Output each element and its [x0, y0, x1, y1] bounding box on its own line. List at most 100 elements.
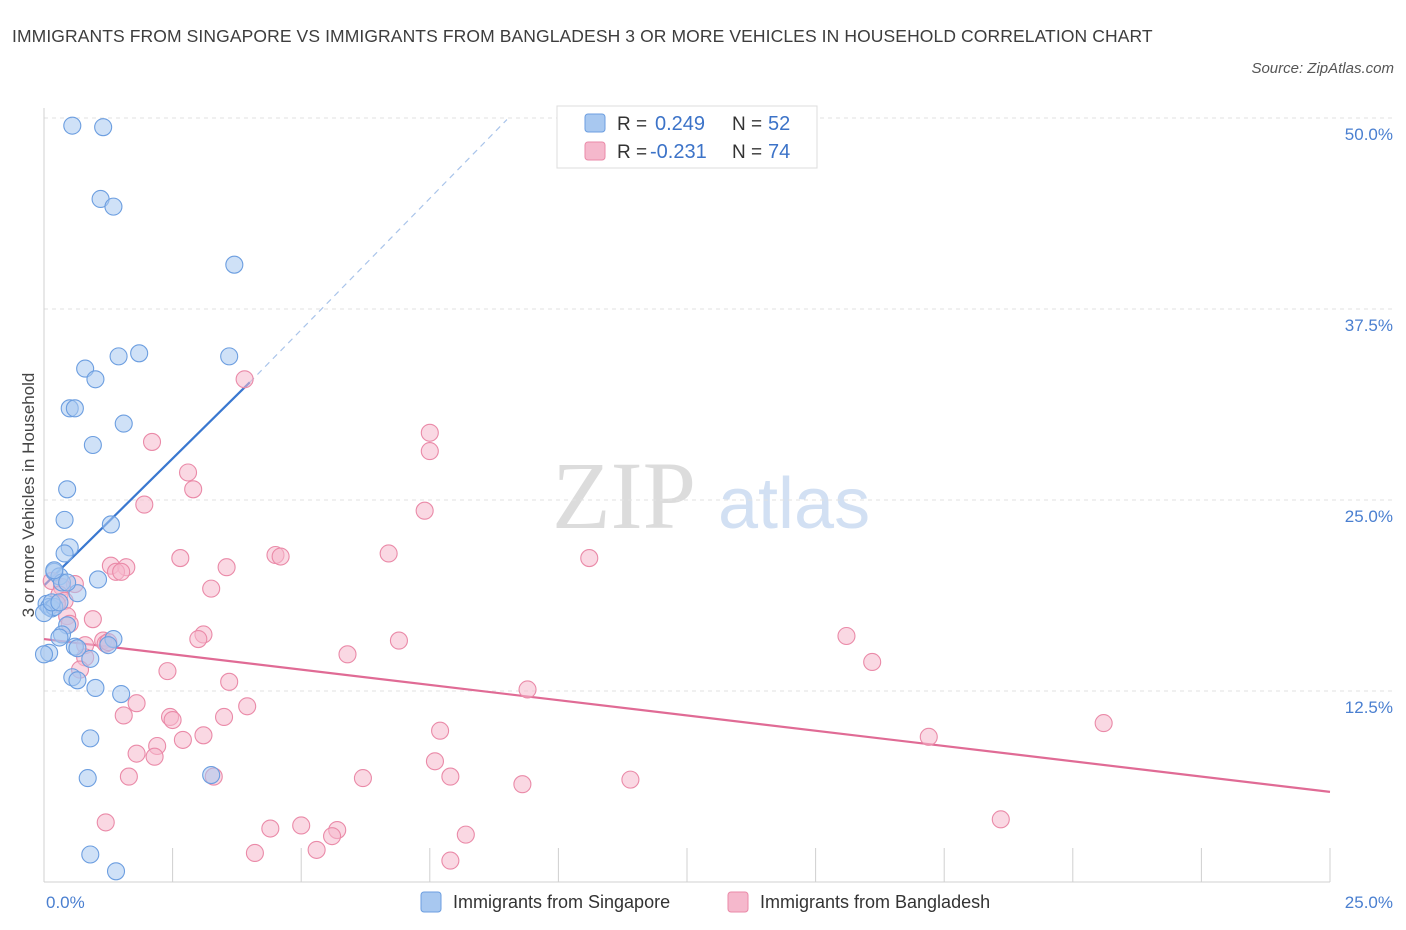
legend-n-label-2: N = [732, 142, 762, 163]
point-singapore-5 [109, 347, 128, 366]
point-bangladesh-41 [220, 672, 239, 691]
point-bangladesh-29 [189, 629, 208, 649]
point-singapore-49 [58, 573, 77, 592]
point-bangladesh-17 [112, 562, 131, 581]
point-bangladesh-72 [245, 843, 264, 863]
legend-r-value-1: 0.249 [655, 113, 705, 135]
point-bangladesh-55 [919, 727, 938, 746]
point-bangladesh-7 [415, 501, 434, 520]
y-tick-label-0: 12.5% [1345, 698, 1393, 717]
point-bangladesh-3 [420, 423, 439, 442]
point-bangladesh-15 [217, 558, 236, 577]
point-bangladesh-56 [1094, 714, 1113, 733]
point-singapore-51 [99, 636, 118, 655]
point-bangladesh-62 [621, 770, 640, 789]
legend-r-label-2: R = [617, 142, 647, 163]
point-bangladesh-51 [173, 730, 192, 749]
point-singapore-39 [68, 671, 87, 690]
point-singapore-48 [45, 561, 64, 580]
legend-r-label-1: R = [617, 114, 647, 135]
point-bangladesh-70 [456, 825, 475, 844]
point-bangladesh-4 [178, 463, 198, 482]
point-bangladesh-66 [261, 819, 280, 838]
point-singapore-13 [83, 435, 102, 455]
point-singapore-18 [55, 544, 74, 563]
point-bangladesh-47 [163, 710, 182, 730]
point-bangladesh-5 [184, 480, 203, 499]
point-bangladesh-21 [202, 579, 221, 598]
chart-title: IMMIGRANTS FROM SINGAPORE VS IMMIGRANTS … [12, 26, 1153, 46]
data-points [34, 116, 1113, 881]
point-bangladesh-6 [135, 495, 154, 514]
point-singapore-22 [88, 570, 108, 589]
y-tick-label-1: 25.0% [1345, 507, 1393, 526]
x-tick-label-0: 0.0% [46, 893, 85, 912]
legend-n-value-2: 74 [768, 141, 790, 163]
point-bangladesh-30 [389, 631, 408, 650]
point-bangladesh-37 [863, 652, 882, 672]
point-singapore-41 [112, 685, 131, 704]
axes [43, 108, 1331, 883]
tick-labels: 12.5% 25.0% 37.5% 50.0% 0.0% 25.0% [46, 125, 1393, 912]
point-bangladesh-71 [307, 840, 326, 859]
point-singapore-3 [104, 197, 123, 216]
point-bangladesh-69 [323, 827, 342, 846]
legend-swatch-bangladesh [584, 141, 606, 161]
point-singapore-16 [101, 515, 120, 534]
point-bangladesh-61 [441, 767, 460, 786]
point-bangladesh-50 [194, 726, 213, 745]
point-bangladesh-2 [420, 442, 439, 461]
gridlines [44, 117, 1395, 692]
source-label: Source: ZipAtlas.com [1251, 60, 1394, 77]
point-bangladesh-64 [991, 810, 1010, 829]
point-singapore-11 [65, 399, 84, 418]
series-legend-label-singapore: Immigrants from Singapore [453, 892, 670, 912]
point-bangladesh-58 [119, 767, 138, 786]
trend-lines [43, 119, 1331, 793]
point-singapore-46 [106, 862, 126, 881]
legend-n-value-1: 52 [768, 113, 790, 135]
series-legend-swatch-singapore [420, 891, 442, 913]
x-tick-label-1: 25.0% [1345, 893, 1393, 912]
point-singapore-0 [63, 116, 82, 135]
point-bangladesh-42 [518, 680, 537, 699]
trend-bangladesh [43, 637, 1331, 793]
point-bangladesh-31 [837, 626, 856, 646]
point-singapore-4 [225, 255, 244, 274]
y-axis-label: 3 or more Vehicles in Household [19, 373, 38, 618]
point-singapore-6 [130, 344, 149, 363]
point-bangladesh-10 [379, 544, 398, 563]
point-bangladesh-54 [145, 747, 164, 766]
point-bangladesh-43 [127, 694, 146, 713]
point-bangladesh-11 [580, 549, 599, 568]
point-singapore-9 [86, 370, 105, 389]
trend-singapore [43, 381, 251, 587]
point-bangladesh-12 [171, 549, 190, 568]
point-bangladesh-48 [214, 707, 234, 727]
stats-legend: R = 0.249 N = 52 R = -0.231 N = 74 [556, 105, 818, 169]
legend-swatch-singapore [584, 113, 606, 133]
point-bangladesh-57 [425, 752, 444, 771]
point-bangladesh-0 [235, 370, 254, 389]
legend-n-label-1: N = [732, 114, 762, 135]
point-singapore-44 [78, 769, 97, 788]
point-singapore-14 [58, 480, 77, 499]
point-singapore-50 [50, 593, 69, 612]
point-bangladesh-49 [431, 721, 450, 740]
point-bangladesh-9 [271, 547, 290, 566]
point-bangladesh-44 [238, 697, 257, 716]
point-bangladesh-53 [127, 744, 146, 763]
watermark-atlas: atlas [718, 464, 870, 544]
point-singapore-34 [68, 639, 87, 658]
y-tick-label-3: 50.0% [1345, 125, 1393, 144]
point-singapore-31 [50, 628, 69, 647]
point-singapore-15 [55, 510, 74, 529]
point-singapore-36 [34, 645, 54, 664]
watermark-zip: ZIP [552, 442, 696, 549]
point-singapore-37 [81, 649, 100, 668]
y-tick-label-2: 37.5% [1345, 316, 1393, 335]
point-bangladesh-26 [83, 610, 102, 629]
point-bangladesh-45 [114, 706, 133, 725]
point-bangladesh-60 [353, 769, 372, 788]
